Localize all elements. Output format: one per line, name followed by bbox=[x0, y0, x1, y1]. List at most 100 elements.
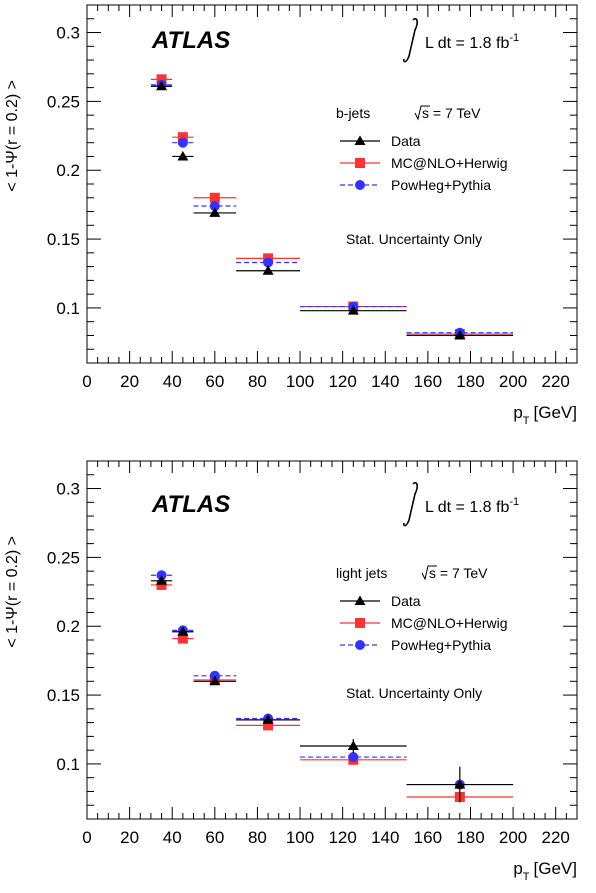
integral-symbol bbox=[403, 481, 418, 527]
sqrt-symbol bbox=[414, 105, 430, 121]
y-axis-label: < 1-Ψ(r = 0.2) > bbox=[4, 536, 21, 648]
x-axis-symbol: p bbox=[513, 859, 522, 878]
y-tick-label: 0.2 bbox=[56, 617, 80, 636]
legend-marker-circle bbox=[355, 640, 365, 650]
x-axis-subscript: T bbox=[523, 871, 530, 883]
y-tick-label: 0.15 bbox=[47, 686, 80, 705]
x-tick-label: 220 bbox=[542, 372, 570, 391]
luminosity-exponent: -1 bbox=[509, 496, 519, 508]
legend-entry: MC@NLO+Herwig bbox=[391, 155, 508, 171]
data-point-square bbox=[156, 74, 167, 85]
x-tick-label: 120 bbox=[328, 372, 356, 391]
stat-uncertainty-note: Stat. Uncertainty Only bbox=[346, 231, 482, 247]
x-tick-label: 0 bbox=[82, 372, 91, 391]
luminosity-text: L dt = 1.8 fb bbox=[425, 35, 509, 52]
x-tick-label: 100 bbox=[286, 828, 314, 847]
y-tick-label: 0.3 bbox=[56, 480, 80, 499]
data-point-triangle bbox=[156, 575, 168, 585]
luminosity-exponent: -1 bbox=[509, 32, 519, 44]
legend-entry: Data bbox=[391, 593, 421, 609]
data-point-circle bbox=[209, 201, 220, 212]
y-tick-label: 0.25 bbox=[47, 92, 80, 111]
y-tick-label: 0.2 bbox=[56, 161, 80, 180]
x-tick-label: 200 bbox=[499, 372, 527, 391]
data-point-square bbox=[177, 132, 188, 143]
atlas-label: ATLAS bbox=[151, 27, 230, 54]
y-tick-label: 0.15 bbox=[47, 230, 80, 249]
energy-label: s = 7 TeV bbox=[422, 105, 481, 121]
atlas-label: ATLAS bbox=[151, 491, 230, 518]
x-axis-unit: [GeV] bbox=[534, 859, 577, 878]
luminosity-label: L dt = 1.8 fb-1 bbox=[425, 32, 519, 52]
chart-panel-2: 0 20 40 60 80 100 120 140 160 180 200 220 0.1 0.15 0.2… bbox=[4, 460, 578, 883]
data-point-triangle bbox=[454, 779, 466, 789]
legend-marker-square bbox=[355, 158, 365, 168]
data-point-triangle bbox=[347, 305, 359, 315]
data-point-triangle bbox=[177, 150, 189, 161]
y-tick-label: 0.1 bbox=[56, 755, 80, 774]
data-point-triangle bbox=[156, 80, 168, 91]
energy-label: s = 7 TeV bbox=[429, 565, 488, 581]
x-tick-label: 60 bbox=[205, 372, 224, 391]
data-point-triangle bbox=[209, 207, 221, 217]
data-point-circle bbox=[177, 137, 188, 148]
x-tick-label: 40 bbox=[163, 828, 182, 847]
x-tick-label: 0 bbox=[82, 828, 91, 847]
data-point-triangle bbox=[262, 265, 274, 275]
data-point-triangle bbox=[454, 329, 466, 340]
luminosity-label: L dt = 1.8 fb-1 bbox=[425, 496, 519, 516]
x-tick-label: 200 bbox=[499, 828, 527, 847]
data-point-square bbox=[177, 633, 188, 644]
x-tick-label: 120 bbox=[328, 828, 356, 847]
y-tick-label: 0.1 bbox=[56, 299, 80, 318]
x-axis-unit: [GeV] bbox=[534, 403, 577, 422]
legend-marker-triangle bbox=[354, 135, 366, 145]
x-tick-label: 80 bbox=[248, 372, 267, 391]
x-tick-label: 60 bbox=[205, 828, 224, 847]
plot-frame bbox=[86, 4, 578, 364]
x-tick-label: 20 bbox=[120, 372, 139, 391]
data-point-triangle bbox=[262, 714, 274, 724]
data-point-circle bbox=[209, 670, 220, 681]
x-axis-symbol: p bbox=[513, 403, 522, 422]
luminosity-text: L dt = 1.8 fb bbox=[425, 499, 509, 516]
legend-marker-circle bbox=[355, 180, 365, 190]
data-point-circle bbox=[263, 257, 274, 268]
x-tick-label: 160 bbox=[414, 372, 442, 391]
chart-panel-1: 0 20 40 60 80 100 120 140 160 180 200 220 0.1 0.15 0.2… bbox=[4, 4, 578, 427]
y-tick-label: 0.3 bbox=[56, 24, 80, 43]
x-axis-label: pT [GeV] bbox=[513, 403, 577, 427]
y-tick-label: 0.25 bbox=[47, 548, 80, 567]
data-point-square bbox=[209, 192, 220, 203]
x-tick-label: 160 bbox=[414, 828, 442, 847]
x-tick-label: 140 bbox=[371, 372, 399, 391]
x-axis-subscript: T bbox=[523, 415, 530, 427]
legend-marker-triangle bbox=[354, 595, 366, 605]
x-tick-label: 220 bbox=[542, 828, 570, 847]
series-data bbox=[150, 80, 514, 340]
sqrt-symbol bbox=[421, 565, 437, 581]
data-point-triangle bbox=[347, 740, 359, 751]
x-tick-label: 100 bbox=[286, 372, 314, 391]
stat-uncertainty-note: Stat. Uncertainty Only bbox=[346, 685, 482, 701]
x-tick-label: 40 bbox=[163, 372, 182, 391]
x-tick-label: 180 bbox=[456, 372, 484, 391]
x-tick-label: 140 bbox=[371, 828, 399, 847]
data-point-triangle bbox=[177, 626, 189, 636]
sample-label: b-jets bbox=[336, 105, 370, 121]
data-point-circle bbox=[156, 570, 167, 581]
legend-marker-square bbox=[355, 618, 365, 628]
x-tick-label: 180 bbox=[456, 828, 484, 847]
data-point-circle bbox=[348, 752, 359, 763]
legend-entry: PowHeg+Pythia bbox=[391, 177, 491, 193]
data-point-square bbox=[263, 720, 274, 731]
x-tick-label: 20 bbox=[120, 828, 139, 847]
sample-label: light jets bbox=[336, 565, 387, 581]
x-tick-label: 80 bbox=[248, 828, 267, 847]
data-point-triangle bbox=[209, 675, 221, 686]
legend-entry: Data bbox=[391, 133, 421, 149]
data-point-square bbox=[156, 579, 167, 590]
legend-entry: PowHeg+Pythia bbox=[391, 637, 491, 653]
series-data bbox=[150, 575, 514, 803]
